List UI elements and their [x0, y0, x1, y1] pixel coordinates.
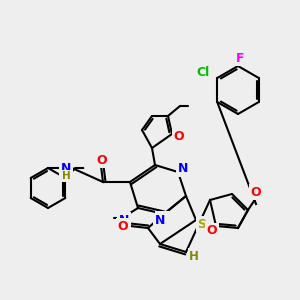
- Text: S: S: [197, 218, 206, 230]
- Text: O: O: [97, 154, 107, 166]
- Text: F: F: [236, 52, 244, 64]
- Text: N: N: [155, 214, 165, 227]
- Text: O: O: [251, 185, 261, 199]
- Text: N: N: [178, 163, 188, 176]
- Text: N: N: [119, 214, 129, 226]
- Text: N: N: [157, 212, 167, 226]
- Text: Cl: Cl: [196, 65, 210, 79]
- Text: O: O: [118, 220, 128, 232]
- Text: O: O: [207, 224, 217, 238]
- Text: H: H: [61, 171, 70, 181]
- Text: O: O: [174, 130, 184, 142]
- Text: N: N: [61, 163, 71, 176]
- Text: H: H: [189, 250, 199, 262]
